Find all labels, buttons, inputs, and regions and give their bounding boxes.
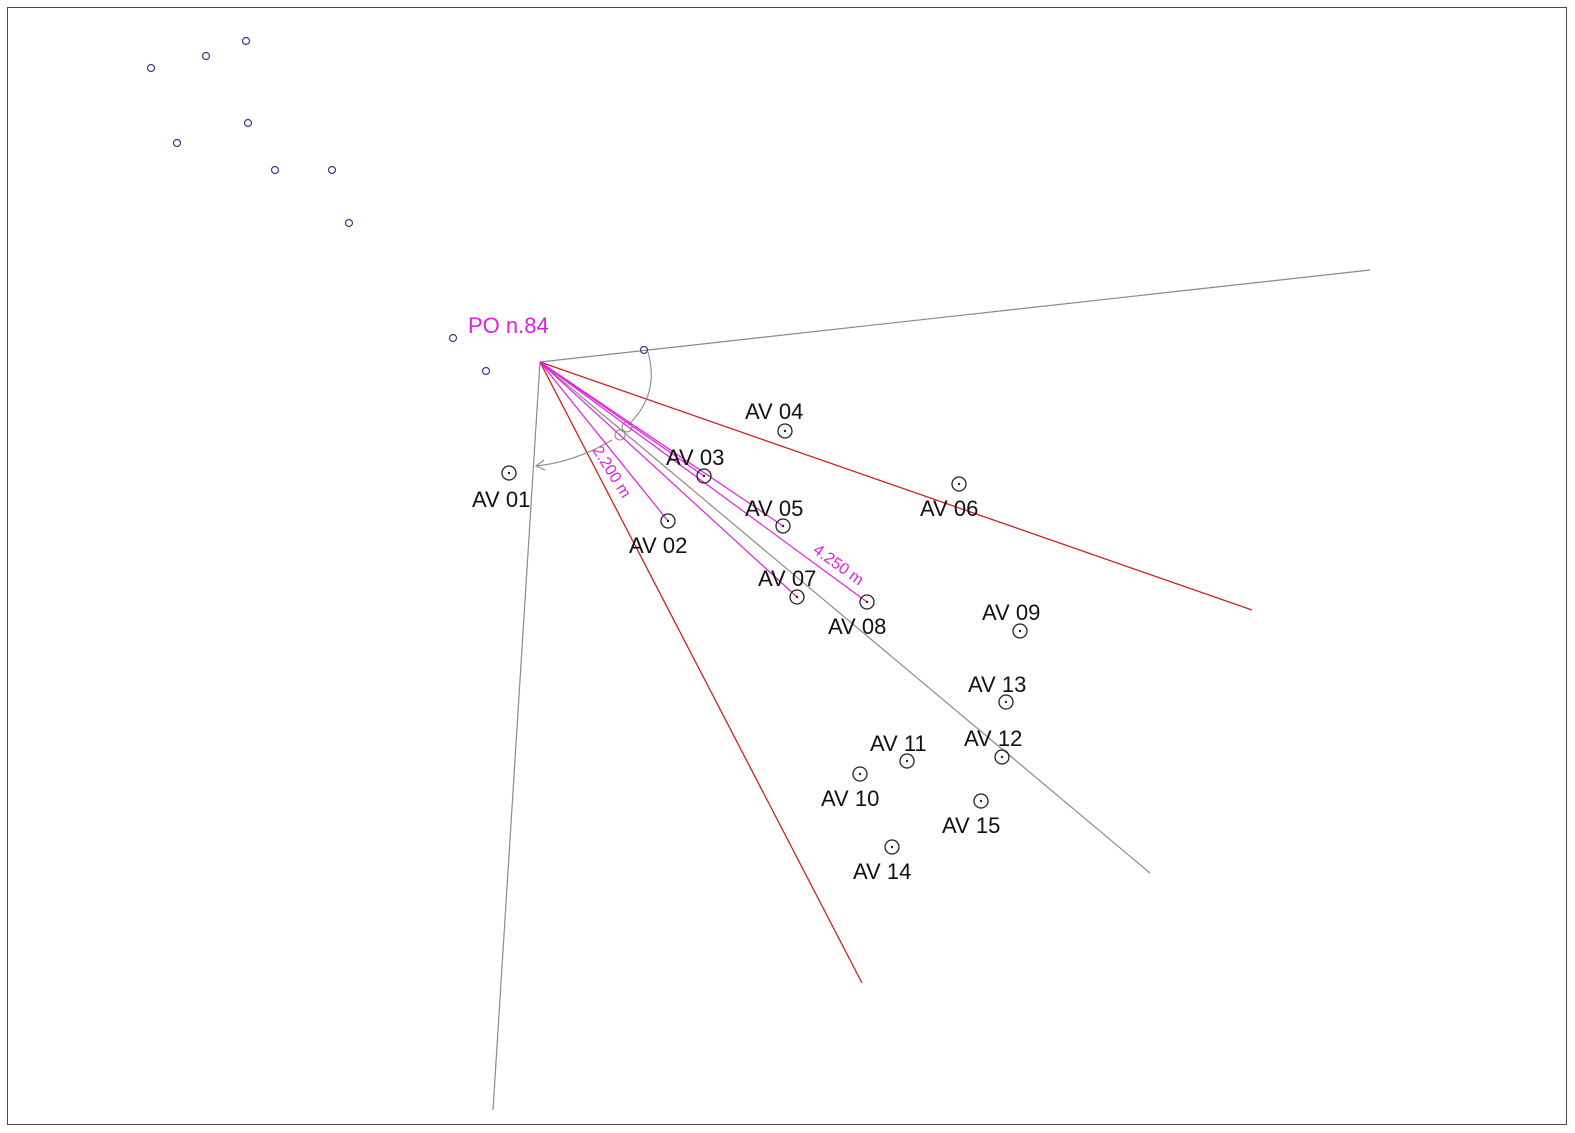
survey-marker — [270, 165, 280, 175]
origin-label: PO n.84 — [468, 313, 549, 338]
turbine-marker-ring — [859, 594, 875, 610]
sector-line-lower — [539, 361, 863, 984]
turbine-marker-ring — [899, 753, 915, 769]
turbine-marker-ring — [777, 423, 793, 439]
survey-marker — [201, 51, 211, 61]
survey-marker — [448, 333, 458, 343]
turbine-marker-ring — [884, 839, 900, 855]
turbine-marker-center — [781, 524, 785, 528]
turbine-marker-center — [1018, 629, 1022, 633]
angle-arc-lower — [535, 439, 613, 467]
turbine-label-av09: AV 09 — [982, 600, 1040, 625]
turbine-marker-av08 — [859, 594, 875, 610]
turbine-marker-ring — [998, 694, 1014, 710]
turbine-marker-av12 — [994, 749, 1010, 765]
angle-arc-arrow-lower — [534, 459, 546, 471]
dimension-lines — [539, 361, 868, 603]
turbine-marker-ring — [789, 589, 805, 605]
turbine-marker-av02 — [660, 513, 676, 529]
turbine-marker-center — [979, 799, 983, 803]
turbine-marker-center — [858, 772, 862, 776]
turbine-label-av10: AV 10 — [821, 786, 879, 811]
turbine-marker-av06 — [951, 476, 967, 492]
drawing-frame — [7, 7, 1567, 1125]
turbine-marker-av14 — [884, 839, 900, 855]
survey-marker — [639, 345, 649, 355]
turbine-marker-av04 — [777, 423, 793, 439]
turbine-marker-center — [702, 474, 706, 478]
survey-marker — [481, 366, 491, 376]
turbine-marker-center — [865, 600, 869, 604]
turbine-labels: AV 01 AV 02 AV 03 AV 04 AV 05 AV 06 AV 0… — [472, 399, 1040, 884]
turbine-label-av05: AV 05 — [745, 496, 803, 521]
turbine-marker-ring — [951, 476, 967, 492]
boundary-lines — [492, 269, 1371, 1111]
turbine-marker-av03 — [696, 468, 712, 484]
turbine-label-av11: AV 11 — [870, 731, 927, 756]
turbine-marker-center — [957, 482, 961, 486]
ray-av05 — [539, 361, 784, 527]
turbine-label-av02: AV 02 — [629, 533, 687, 558]
turbine-marker-center — [666, 519, 670, 523]
survey-marker — [327, 165, 337, 175]
turbine-label-av13: AV 13 — [968, 672, 1026, 697]
turbine-label-av03: AV 03 — [666, 445, 724, 470]
turbine-marker-center — [890, 845, 894, 849]
turbine-label-av06: AV 06 — [920, 496, 978, 521]
center-axis-line — [539, 361, 1151, 874]
dimension-label-2200: 2.200 m — [589, 443, 634, 501]
turbine-marker-av09 — [1012, 623, 1028, 639]
turbine-marker-ring — [501, 465, 517, 481]
survey-marker — [344, 218, 354, 228]
survey-marker — [241, 36, 251, 46]
turbine-label-av01: AV 01 — [472, 487, 530, 512]
turbine-label-av08: AV 08 — [828, 614, 886, 639]
ray-av07 — [539, 361, 798, 598]
turbine-marker-ring — [775, 518, 791, 534]
ray-av02 — [539, 361, 669, 522]
turbine-marker-av07 — [789, 589, 805, 605]
sector-lines — [539, 361, 1253, 984]
boundary-line-south — [492, 361, 541, 1111]
turbine-marker-av11 — [899, 753, 915, 769]
turbine-marker-av10 — [852, 766, 868, 782]
turbine-marker-ring — [994, 749, 1010, 765]
survey-markers — [146, 36, 649, 376]
angle-arcs — [534, 351, 652, 471]
turbine-marker-center — [795, 595, 799, 599]
turbine-marker-av13 — [998, 694, 1014, 710]
turbine-label-av07: AV 07 — [758, 566, 816, 591]
ray-av08 — [539, 361, 868, 603]
turbine-marker-center — [905, 759, 909, 763]
sector-line-upper — [539, 361, 1253, 611]
turbine-marker-av15 — [973, 793, 989, 809]
angle-arc-upper — [627, 351, 652, 426]
turbine-label-av04: AV 04 — [745, 399, 803, 424]
turbine-marker-av01 — [501, 465, 517, 481]
turbine-marker-av05 — [775, 518, 791, 534]
turbine-marker-ring — [852, 766, 868, 782]
turbine-marker-center — [1004, 700, 1008, 704]
turbine-marker-ring — [1012, 623, 1028, 639]
turbine-marker-center — [783, 429, 787, 433]
dimension-label-4250: 4.250 m — [810, 541, 867, 589]
turbine-markers — [501, 423, 1028, 855]
survey-marker — [243, 118, 253, 128]
turbine-marker-center — [1000, 755, 1004, 759]
turbine-marker-center — [507, 471, 511, 475]
turbine-label-av15: AV 15 — [942, 813, 1000, 838]
turbine-label-av12: AV 12 — [964, 726, 1022, 751]
turbine-label-av14: AV 14 — [853, 859, 911, 884]
turbine-marker-ring — [660, 513, 676, 529]
boundary-line-east — [539, 269, 1371, 363]
angle-marker-lower — [614, 429, 626, 441]
survey-marker — [146, 63, 156, 73]
survey-marker — [172, 138, 182, 148]
turbine-marker-ring — [696, 468, 712, 484]
turbine-marker-ring — [973, 793, 989, 809]
